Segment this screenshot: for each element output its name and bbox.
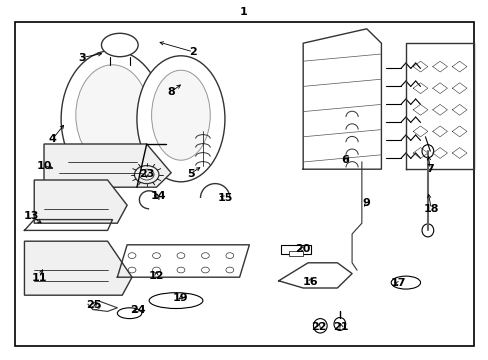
Text: 12: 12 bbox=[148, 271, 164, 281]
Ellipse shape bbox=[61, 50, 163, 187]
Text: 6: 6 bbox=[340, 155, 348, 165]
Text: 25: 25 bbox=[86, 300, 102, 310]
Text: 9: 9 bbox=[362, 198, 370, 208]
Text: 17: 17 bbox=[390, 278, 406, 288]
Ellipse shape bbox=[101, 33, 138, 57]
Bar bbox=[288, 251, 303, 256]
Text: 15: 15 bbox=[217, 193, 232, 203]
Text: 16: 16 bbox=[302, 276, 318, 287]
Ellipse shape bbox=[421, 145, 433, 158]
Ellipse shape bbox=[149, 293, 203, 309]
Ellipse shape bbox=[421, 224, 433, 237]
Ellipse shape bbox=[333, 318, 345, 330]
Polygon shape bbox=[44, 144, 171, 187]
Text: 10: 10 bbox=[36, 161, 52, 171]
Ellipse shape bbox=[313, 319, 326, 333]
Ellipse shape bbox=[390, 276, 420, 289]
Text: 13: 13 bbox=[24, 211, 40, 221]
Polygon shape bbox=[34, 180, 127, 223]
Text: 2: 2 bbox=[189, 47, 197, 57]
Text: 21: 21 bbox=[333, 321, 348, 332]
Text: 23: 23 bbox=[139, 168, 154, 179]
Text: 4: 4 bbox=[49, 134, 57, 144]
Ellipse shape bbox=[137, 56, 224, 182]
Ellipse shape bbox=[117, 308, 142, 319]
Ellipse shape bbox=[151, 70, 210, 160]
Ellipse shape bbox=[76, 65, 149, 166]
Text: 7: 7 bbox=[426, 164, 433, 174]
Text: 5: 5 bbox=[186, 168, 194, 179]
Text: 11: 11 bbox=[31, 273, 47, 283]
Text: 8: 8 bbox=[167, 87, 175, 97]
Bar bbox=[281, 245, 310, 254]
Text: 3: 3 bbox=[78, 53, 86, 63]
Text: 18: 18 bbox=[423, 204, 438, 214]
Text: 22: 22 bbox=[310, 321, 326, 332]
Text: 19: 19 bbox=[173, 293, 188, 303]
Text: 24: 24 bbox=[130, 305, 145, 315]
Text: 1: 1 bbox=[239, 7, 247, 17]
Polygon shape bbox=[24, 241, 132, 295]
Text: 20: 20 bbox=[295, 244, 310, 254]
Text: 14: 14 bbox=[151, 191, 166, 201]
